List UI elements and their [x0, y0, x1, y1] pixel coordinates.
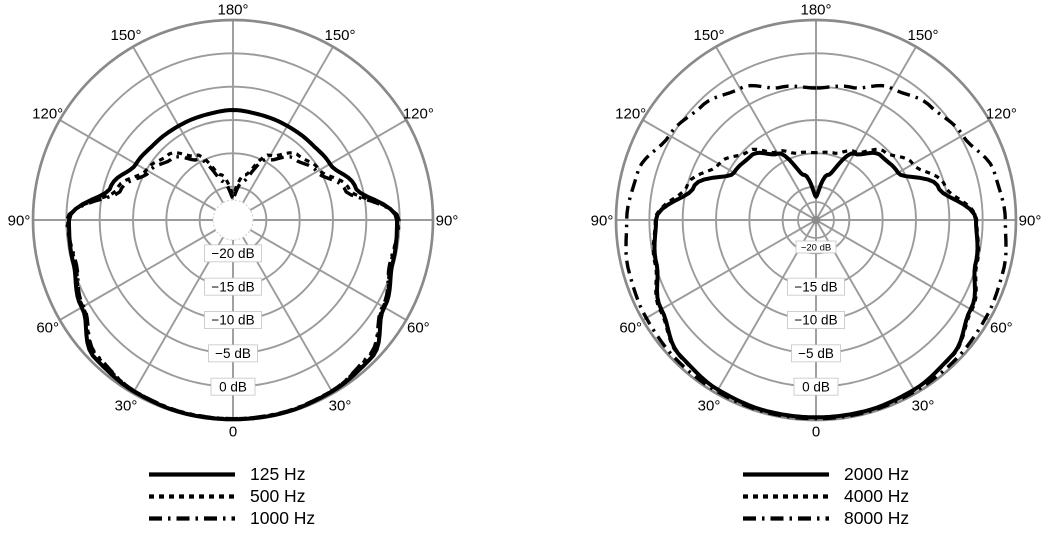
legend-item-2000hz: 2000 Hz — [742, 464, 909, 485]
angle-labels: 180° 150° 150° 120° 120° 90° 90° 60° 60° 30° 30° 0 — [8, 1, 459, 440]
legend-line-dashdot-icon — [743, 516, 829, 521]
legend-line-solid-icon — [149, 472, 235, 477]
db-label: −15 dB — [211, 279, 254, 294]
legend-label: 4000 Hz — [844, 486, 910, 506]
db-label: −5 dB — [215, 346, 251, 361]
angle-label: 120° — [615, 105, 646, 122]
legend-low-frequencies: 125 Hz 500 Hz 1000 Hz — [148, 464, 315, 529]
db-ring-labels: −20 dB −15 dB −10 dB −5 dB 0 dB — [204, 244, 262, 396]
legend-label: 125 Hz — [250, 464, 306, 484]
legend-item-125hz: 125 Hz — [148, 464, 315, 485]
db-label: −5 dB — [798, 346, 834, 361]
db-label: −10 dB — [211, 313, 254, 328]
angle-label: 0 — [812, 423, 820, 440]
center-hole — [213, 200, 253, 240]
legend-label: 8000 Hz — [844, 508, 910, 528]
series-curve-8000-hz — [624, 83, 1008, 421]
db-ring-labels: −20 dB −15 dB −10 dB −5 dB 0 dB — [787, 240, 845, 396]
series-curve-4000-hz — [651, 147, 981, 419]
legend-line-solid-icon — [743, 472, 829, 477]
legend-item-500hz: 500 Hz — [148, 486, 315, 507]
legend-item-4000hz: 4000 Hz — [742, 486, 909, 507]
angle-label: 90° — [436, 212, 459, 229]
angle-label: 150° — [907, 27, 938, 44]
legend-line-dotted-icon — [743, 494, 829, 499]
angle-label: 120° — [986, 105, 1017, 122]
center-hole-ring — [212, 199, 254, 241]
legend-item-1000hz: 1000 Hz — [148, 508, 315, 529]
angle-label: 0 — [229, 423, 237, 440]
angle-label: 30° — [698, 398, 721, 415]
db-label: −20 dB — [211, 246, 254, 261]
legend-high-frequencies: 2000 Hz 4000 Hz 8000 Hz — [742, 464, 909, 529]
legend-line-dashed-icon — [149, 516, 235, 521]
angle-label: 120° — [32, 105, 63, 122]
db-label: −15 dB — [794, 279, 837, 294]
legend-item-8000hz: 8000 Hz — [742, 508, 909, 529]
angle-label: 60° — [990, 319, 1013, 336]
angle-label: 90° — [8, 212, 31, 229]
angle-labels: 180° 150° 150° 120° 120° 90° 90° 60° 60° 30° 30° 0 — [591, 1, 1042, 440]
angle-label: 30° — [912, 398, 935, 415]
angle-label: 30° — [115, 398, 138, 415]
legend-label: 2000 Hz — [844, 464, 910, 484]
angle-label: 60° — [407, 319, 430, 336]
legend-line-dotted-icon — [149, 494, 235, 499]
angle-label: 180° — [217, 1, 248, 18]
center-inner-ring — [797, 201, 835, 239]
angle-label: 150° — [110, 27, 141, 44]
angle-label: 150° — [324, 27, 355, 44]
legend-label: 500 Hz — [250, 486, 306, 506]
db-label: −20 dB — [801, 242, 831, 253]
angle-label: 120° — [403, 105, 434, 122]
angle-label: 30° — [329, 398, 352, 415]
angle-label: 150° — [693, 27, 724, 44]
angle-label: 90° — [1019, 212, 1042, 229]
db-label: 0 dB — [219, 379, 247, 394]
center-dot — [812, 216, 820, 224]
series-curve-1000-hz — [65, 155, 401, 421]
db-label: −10 dB — [794, 313, 837, 328]
db-label: 0 dB — [802, 379, 830, 394]
angle-label: 60° — [619, 319, 642, 336]
legend-label: 1000 Hz — [250, 508, 316, 528]
angle-label: 180° — [800, 1, 831, 18]
angle-label: 90° — [591, 212, 614, 229]
angle-label: 60° — [36, 319, 59, 336]
